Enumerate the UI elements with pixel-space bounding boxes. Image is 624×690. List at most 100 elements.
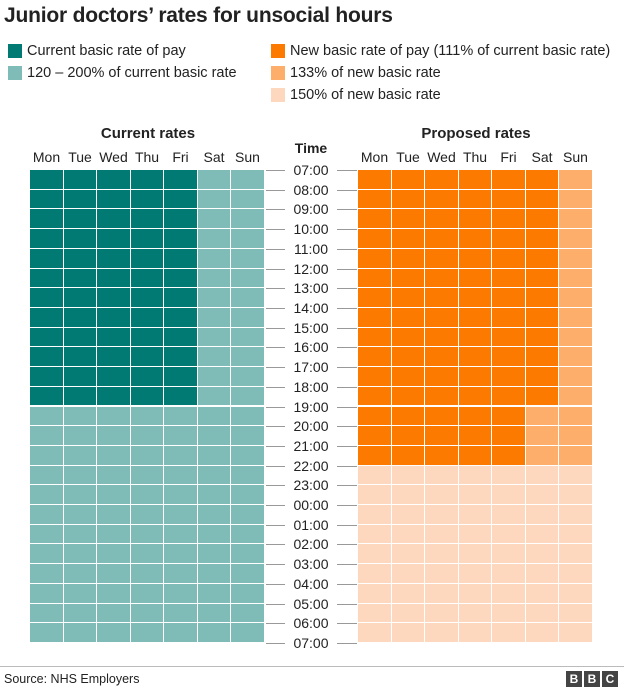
time-tick-line <box>266 505 288 507</box>
rate-cell-mon-0100 <box>358 524 392 545</box>
rate-cell-sun-1700 <box>231 367 265 387</box>
rate-cell-wed-1200 <box>97 268 131 289</box>
time-tick-line <box>335 544 357 546</box>
rate-cell-sat-0400 <box>197 583 231 604</box>
rate-cell-wed-0800 <box>425 189 459 210</box>
day-label-sun: Sun <box>235 149 260 165</box>
footer-divider <box>0 666 624 667</box>
rate-cell-tue-1300 <box>391 288 425 308</box>
rate-cell-sat-0600 <box>525 623 559 643</box>
rate-cell-thu-1300 <box>130 288 164 308</box>
rate-cell-thu-1100 <box>130 248 164 269</box>
rate-cell-fri-1300 <box>164 288 198 308</box>
rate-cell-fri-0300 <box>492 564 526 584</box>
rate-cell-tue-1700 <box>63 367 97 387</box>
rate-cell-tue-0200 <box>63 544 97 565</box>
legend-item-current-basic: Current basic rate of pay <box>8 43 186 59</box>
time-tick-line <box>266 564 288 566</box>
rate-cell-sun-0900 <box>559 209 593 230</box>
bbc-logo-letter: B <box>566 671 582 687</box>
rate-cell-fri-0400 <box>492 583 526 604</box>
rate-cell-sat-1800 <box>525 386 559 407</box>
rate-cell-sat-0900 <box>525 209 559 230</box>
rate-cell-thu-1700 <box>458 367 492 387</box>
rate-cell-tue-1700 <box>391 367 425 387</box>
rate-cell-thu-1800 <box>458 386 492 407</box>
rate-cell-tue-0400 <box>391 583 425 604</box>
rate-cell-mon-1300 <box>30 288 64 308</box>
time-tick-line <box>335 445 357 447</box>
rate-cell-fri-1000 <box>164 229 198 249</box>
rate-cell-tue-1600 <box>391 347 425 368</box>
legend-swatch <box>271 44 285 58</box>
rate-cell-thu-2200 <box>130 465 164 486</box>
time-tick-line <box>266 603 288 605</box>
legend-item-150: 150% of new basic rate <box>271 87 441 103</box>
time-tick-label: 20:00 <box>285 417 337 436</box>
rate-cell-fri-0300 <box>164 564 198 584</box>
day-label-thu: Thu <box>462 149 488 165</box>
rate-cell-tue-1600 <box>63 347 97 368</box>
rate-cell-wed-1600 <box>425 347 459 368</box>
time-tick-label: 19:00 <box>285 397 337 416</box>
rate-cell-sat-1500 <box>525 327 559 348</box>
rate-cell-fri-0000 <box>164 505 198 525</box>
rate-cell-wed-2300 <box>97 485 131 506</box>
time-tick-line <box>335 623 357 625</box>
rate-cell-mon-0200 <box>358 544 392 565</box>
time-tick-line <box>335 229 357 231</box>
rate-cell-tue-0100 <box>63 524 97 545</box>
rate-cell-fri-2000 <box>164 426 198 446</box>
rate-cell-sun-0400 <box>231 583 265 604</box>
rate-cell-sun-1900 <box>559 406 593 427</box>
rate-cell-sun-0000 <box>559 505 593 525</box>
rate-cell-mon-2000 <box>30 426 64 446</box>
rate-cell-wed-1600 <box>97 347 131 368</box>
rate-cell-thu-2100 <box>130 445 164 466</box>
rate-cell-mon-0700 <box>358 170 392 190</box>
rate-cell-sun-0900 <box>231 209 265 230</box>
day-label-fri: Fri <box>172 149 189 165</box>
time-tick-line <box>335 386 357 388</box>
time-tick-line <box>266 248 288 250</box>
rate-cell-mon-1200 <box>358 268 392 289</box>
rate-cell-sat-1200 <box>197 268 231 289</box>
day-label-thu: Thu <box>134 149 160 165</box>
rate-cell-thu-1700 <box>130 367 164 387</box>
rate-cell-mon-0600 <box>30 623 64 643</box>
rate-cell-sat-0700 <box>525 170 559 190</box>
rate-cell-sat-0100 <box>525 524 559 545</box>
rate-cell-sat-0500 <box>525 603 559 624</box>
time-tick-line <box>266 327 288 329</box>
time-tick-line <box>335 367 357 369</box>
rate-cell-thu-0800 <box>130 189 164 210</box>
rate-cell-tue-1500 <box>63 327 97 348</box>
rate-cell-mon-1400 <box>358 307 392 328</box>
rate-cell-fri-0900 <box>492 209 526 230</box>
rate-cell-sun-2300 <box>231 485 265 506</box>
time-tick-label: 14:00 <box>285 298 337 317</box>
rate-cell-wed-0000 <box>425 505 459 525</box>
rate-cell-mon-0400 <box>30 583 64 604</box>
rate-cell-sun-1300 <box>231 288 265 308</box>
time-tick-line <box>266 347 288 349</box>
time-tick-line <box>266 189 288 191</box>
rate-cell-thu-2300 <box>458 485 492 506</box>
legend-label: 133% of new basic rate <box>290 65 441 81</box>
rate-cell-mon-2100 <box>358 445 392 466</box>
day-label-wed: Wed <box>99 149 128 165</box>
rate-cell-mon-1000 <box>30 229 64 249</box>
rate-cell-wed-1900 <box>97 406 131 427</box>
rate-cell-wed-0600 <box>97 623 131 643</box>
rate-cell-mon-2300 <box>358 485 392 506</box>
rate-cell-sun-1500 <box>559 327 593 348</box>
rate-cell-tue-1000 <box>63 229 97 249</box>
rate-cell-sun-1400 <box>231 307 265 328</box>
rate-cell-sun-2200 <box>231 465 265 486</box>
rate-cell-mon-0000 <box>358 505 392 525</box>
rate-cell-fri-2300 <box>492 485 526 506</box>
time-tick-line <box>266 583 288 585</box>
rate-cell-thu-0200 <box>458 544 492 565</box>
rate-cell-mon-1900 <box>30 406 64 427</box>
